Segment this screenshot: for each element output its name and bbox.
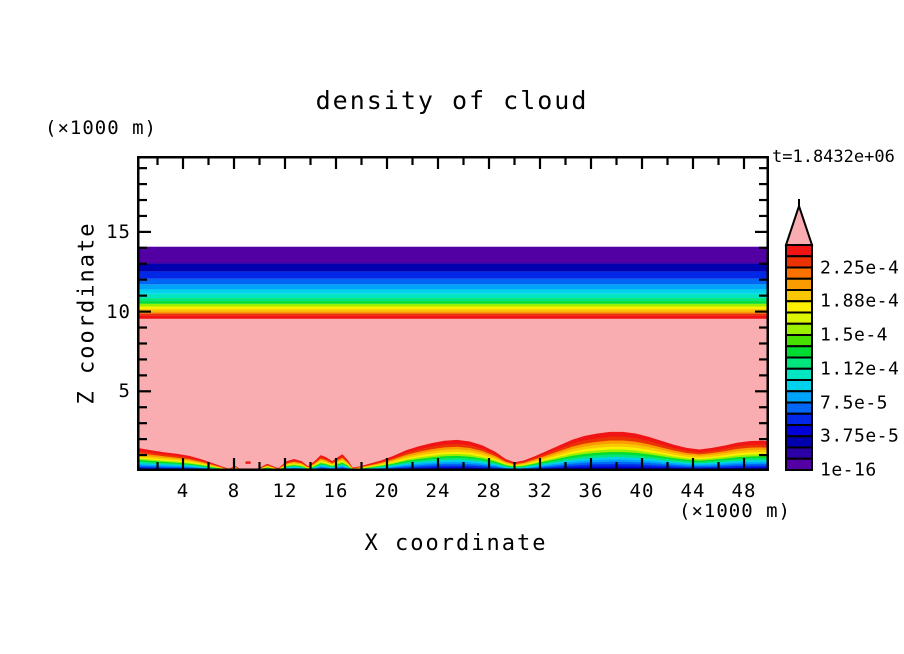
x-tick-label: 24 <box>425 480 451 502</box>
cloud-top-band <box>137 298 769 302</box>
cloud-top-band <box>137 301 769 304</box>
colorbar-tick-label: 1.12e-4 <box>820 358 900 380</box>
x-tick-label: 36 <box>578 480 604 502</box>
x-tick-label: 8 <box>227 480 241 502</box>
cloud-top-band <box>137 303 769 307</box>
x-tick-label: 40 <box>629 480 655 502</box>
cloud-top-band <box>137 271 769 279</box>
x-tick-label: 12 <box>272 480 298 502</box>
colorbar-cell <box>785 345 813 359</box>
colorbar-cell <box>785 255 813 269</box>
colorbar-cell <box>785 277 813 291</box>
colorbar-cell <box>785 356 813 370</box>
x-tick-label: 28 <box>476 480 502 502</box>
colorbar-cell <box>785 457 813 471</box>
colorbar-cell <box>785 266 813 280</box>
colorbar <box>784 199 814 471</box>
colorbar-cell <box>785 289 813 303</box>
colorbar-tick-label: 7.5e-5 <box>820 392 889 413</box>
colorbar-cell <box>785 322 813 336</box>
cloud-top-band <box>137 293 769 299</box>
cloud-top-band <box>137 278 769 285</box>
z-tick-label: 15 <box>106 220 131 243</box>
axis-ticks <box>139 158 767 469</box>
colorbar-cell <box>785 446 813 460</box>
colorbar-over-arrow <box>784 202 814 246</box>
cloud-top-band <box>137 263 769 272</box>
colorbar-tick-label: 3.75e-5 <box>820 425 900 447</box>
cloud-top-band <box>137 246 769 264</box>
cloud-top-band <box>137 315 769 319</box>
colorbar-cell <box>785 244 813 258</box>
plot-area <box>137 156 769 471</box>
cloud-top-band <box>137 313 769 316</box>
cloud-top-band <box>137 311 769 314</box>
time-annotation: t=1.8432e+06 <box>772 147 895 167</box>
x-tick-label: 48 <box>731 480 757 502</box>
colorbar-tick-label: 1e-16 <box>820 459 877 481</box>
x-axis-unit: (×1000 m) <box>679 500 791 522</box>
cloud-top-band <box>137 289 769 294</box>
cloud-top-bands <box>137 246 769 319</box>
z-tick-label: 5 <box>118 380 131 403</box>
x-axis-title: X coordinate <box>364 531 548 556</box>
colorbar-cell <box>785 390 813 404</box>
colorbar-cell <box>785 424 813 438</box>
x-tick-label: 44 <box>680 480 706 502</box>
cloud-top-band <box>137 284 769 290</box>
colorbar-cell <box>785 311 813 325</box>
colorbar-cell <box>785 334 813 348</box>
colorbar-tick-label: 2.25e-4 <box>820 257 900 278</box>
colorbar-tick-label: 1.88e-4 <box>820 290 900 312</box>
x-tick-label: 4 <box>176 480 190 502</box>
cloud-top-band <box>137 306 769 310</box>
z-axis-unit: (×1000 m) <box>45 117 157 139</box>
colorbar-cell <box>785 401 813 415</box>
red-speck <box>245 461 251 464</box>
chart-title: density of cloud <box>315 86 589 115</box>
colorbar-cell <box>785 300 813 314</box>
colorbar-cell <box>785 379 813 393</box>
z-tick-label: 10 <box>106 300 131 323</box>
colorbar-cell <box>785 435 813 449</box>
colorbar-cell <box>785 367 813 381</box>
colorbar-cell <box>785 412 813 426</box>
x-tick-label: 32 <box>527 480 553 502</box>
colorbar-tick-label: 1.5e-4 <box>820 324 889 346</box>
x-tick-label: 16 <box>323 480 349 502</box>
cloud-top-band <box>137 309 769 312</box>
x-tick-label: 20 <box>374 480 400 502</box>
plot-frame <box>137 156 769 471</box>
